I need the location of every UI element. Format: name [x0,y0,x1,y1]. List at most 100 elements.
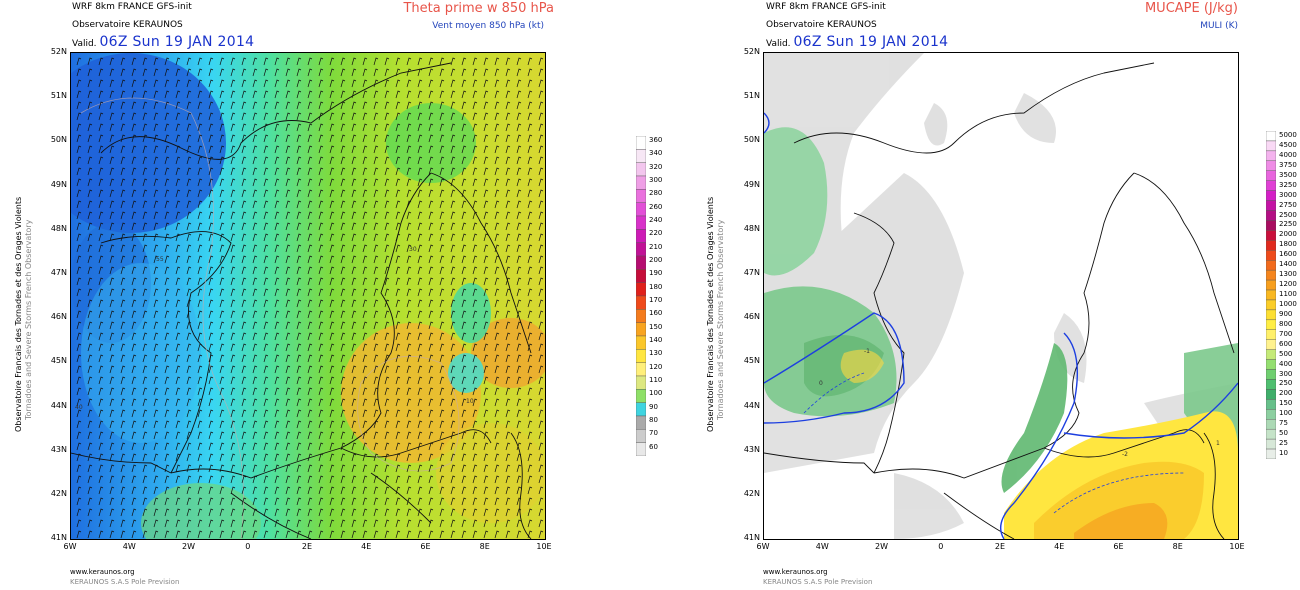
wind-barb [428,486,434,495]
wind-barb [472,288,478,297]
wind-barb [109,497,115,506]
wind-barb [296,79,302,88]
colorbar-label: 10 [1279,449,1288,458]
wind-barb [417,464,423,473]
wind-barb [241,134,247,143]
wind-barb [164,90,170,99]
wind-barb [131,156,137,165]
wind-barb [395,343,401,352]
wind-barb [351,343,357,352]
wind-barb [384,376,390,385]
wind-barb [285,310,291,319]
wind-barb [252,79,258,88]
colorbar-label: 280 [649,189,663,198]
wind-barb [406,101,412,110]
wind-barb [76,200,82,209]
wind-barb [230,222,236,231]
wind-barb [483,508,489,517]
wind-barb [329,134,335,143]
wind-barb [307,321,313,330]
wind-barb [208,68,214,77]
wind-barb [87,398,93,407]
wind-barb [362,134,368,143]
wind-barb [351,79,357,88]
wind-barb [318,79,324,88]
wind-barb [109,145,115,154]
wind-barb [483,233,489,242]
wind-barb [483,112,489,121]
wind-barb [417,277,423,286]
wind-barb [516,464,522,473]
wind-barb [439,244,445,253]
wind-barb [384,79,390,88]
wind-barb [483,90,489,99]
wind-barb [296,266,302,275]
wind-barb [516,123,522,132]
wind-barb [263,365,269,374]
wind-barb [120,167,126,176]
wind-barb [318,178,324,187]
wind-barb [76,508,82,517]
wind-barb [527,519,533,528]
wind-barb [230,79,236,88]
lat-tick-label: 47N [743,268,760,277]
wind-barb [296,310,302,319]
wind-barb [208,442,214,451]
wind-barb [494,266,500,275]
colorbar-swatch [635,362,647,377]
wind-barb [164,167,170,176]
wind-barb [351,321,357,330]
lat-tick-label: 43N [743,444,760,454]
colorbar-label: 5000 [1279,131,1297,139]
colorbar-label: 4500 [1279,140,1297,149]
wind-barb [373,123,379,132]
wind-barb [373,442,379,451]
wind-barb [417,90,423,99]
colorbar-label: 240 [649,216,663,224]
wind-barb [175,343,181,352]
wind-barb [241,277,247,286]
wind-barb [406,387,412,396]
wind-barb [505,299,511,308]
wind-barb [87,332,93,341]
wind-barb [76,530,82,539]
wind-barb [373,90,379,99]
wind-barb [406,354,412,363]
wind-barb [241,101,247,110]
wind-barb [472,244,478,253]
wind-barb [472,398,478,407]
wind-barb [483,365,489,374]
wind-barb [483,255,489,264]
wind-barb [285,57,291,66]
wind-barb [406,277,412,286]
wind-barb [230,178,236,187]
wind-barb [439,90,445,99]
wind-barb [230,90,236,99]
wind-barb [164,431,170,440]
wind-barb [120,519,126,528]
wind-barb [384,530,390,539]
wind-barb [109,156,115,165]
wind-barb [131,255,137,264]
wind-barb [197,79,203,88]
wind-barb [329,332,335,341]
colorbar-label: 1400 [1279,260,1297,269]
wind-barb [351,310,357,319]
wind-barb [538,112,544,121]
wind-barb [505,475,511,484]
wind-barb [263,200,269,209]
wind-barb [307,277,313,286]
wind-barb [109,387,115,396]
wind-barb [274,90,280,99]
wind-barb [274,145,280,154]
wind-barb [505,189,511,198]
wind-barb [76,79,82,88]
colorbar-swatch [1265,438,1277,450]
lat-tick-label: 46N [50,312,67,322]
wind-barb [483,244,489,253]
wind-barb [98,508,104,517]
wind-barb [461,420,467,429]
wind-barb [208,244,214,253]
wind-barb [362,57,368,66]
wind-barb [450,79,456,88]
